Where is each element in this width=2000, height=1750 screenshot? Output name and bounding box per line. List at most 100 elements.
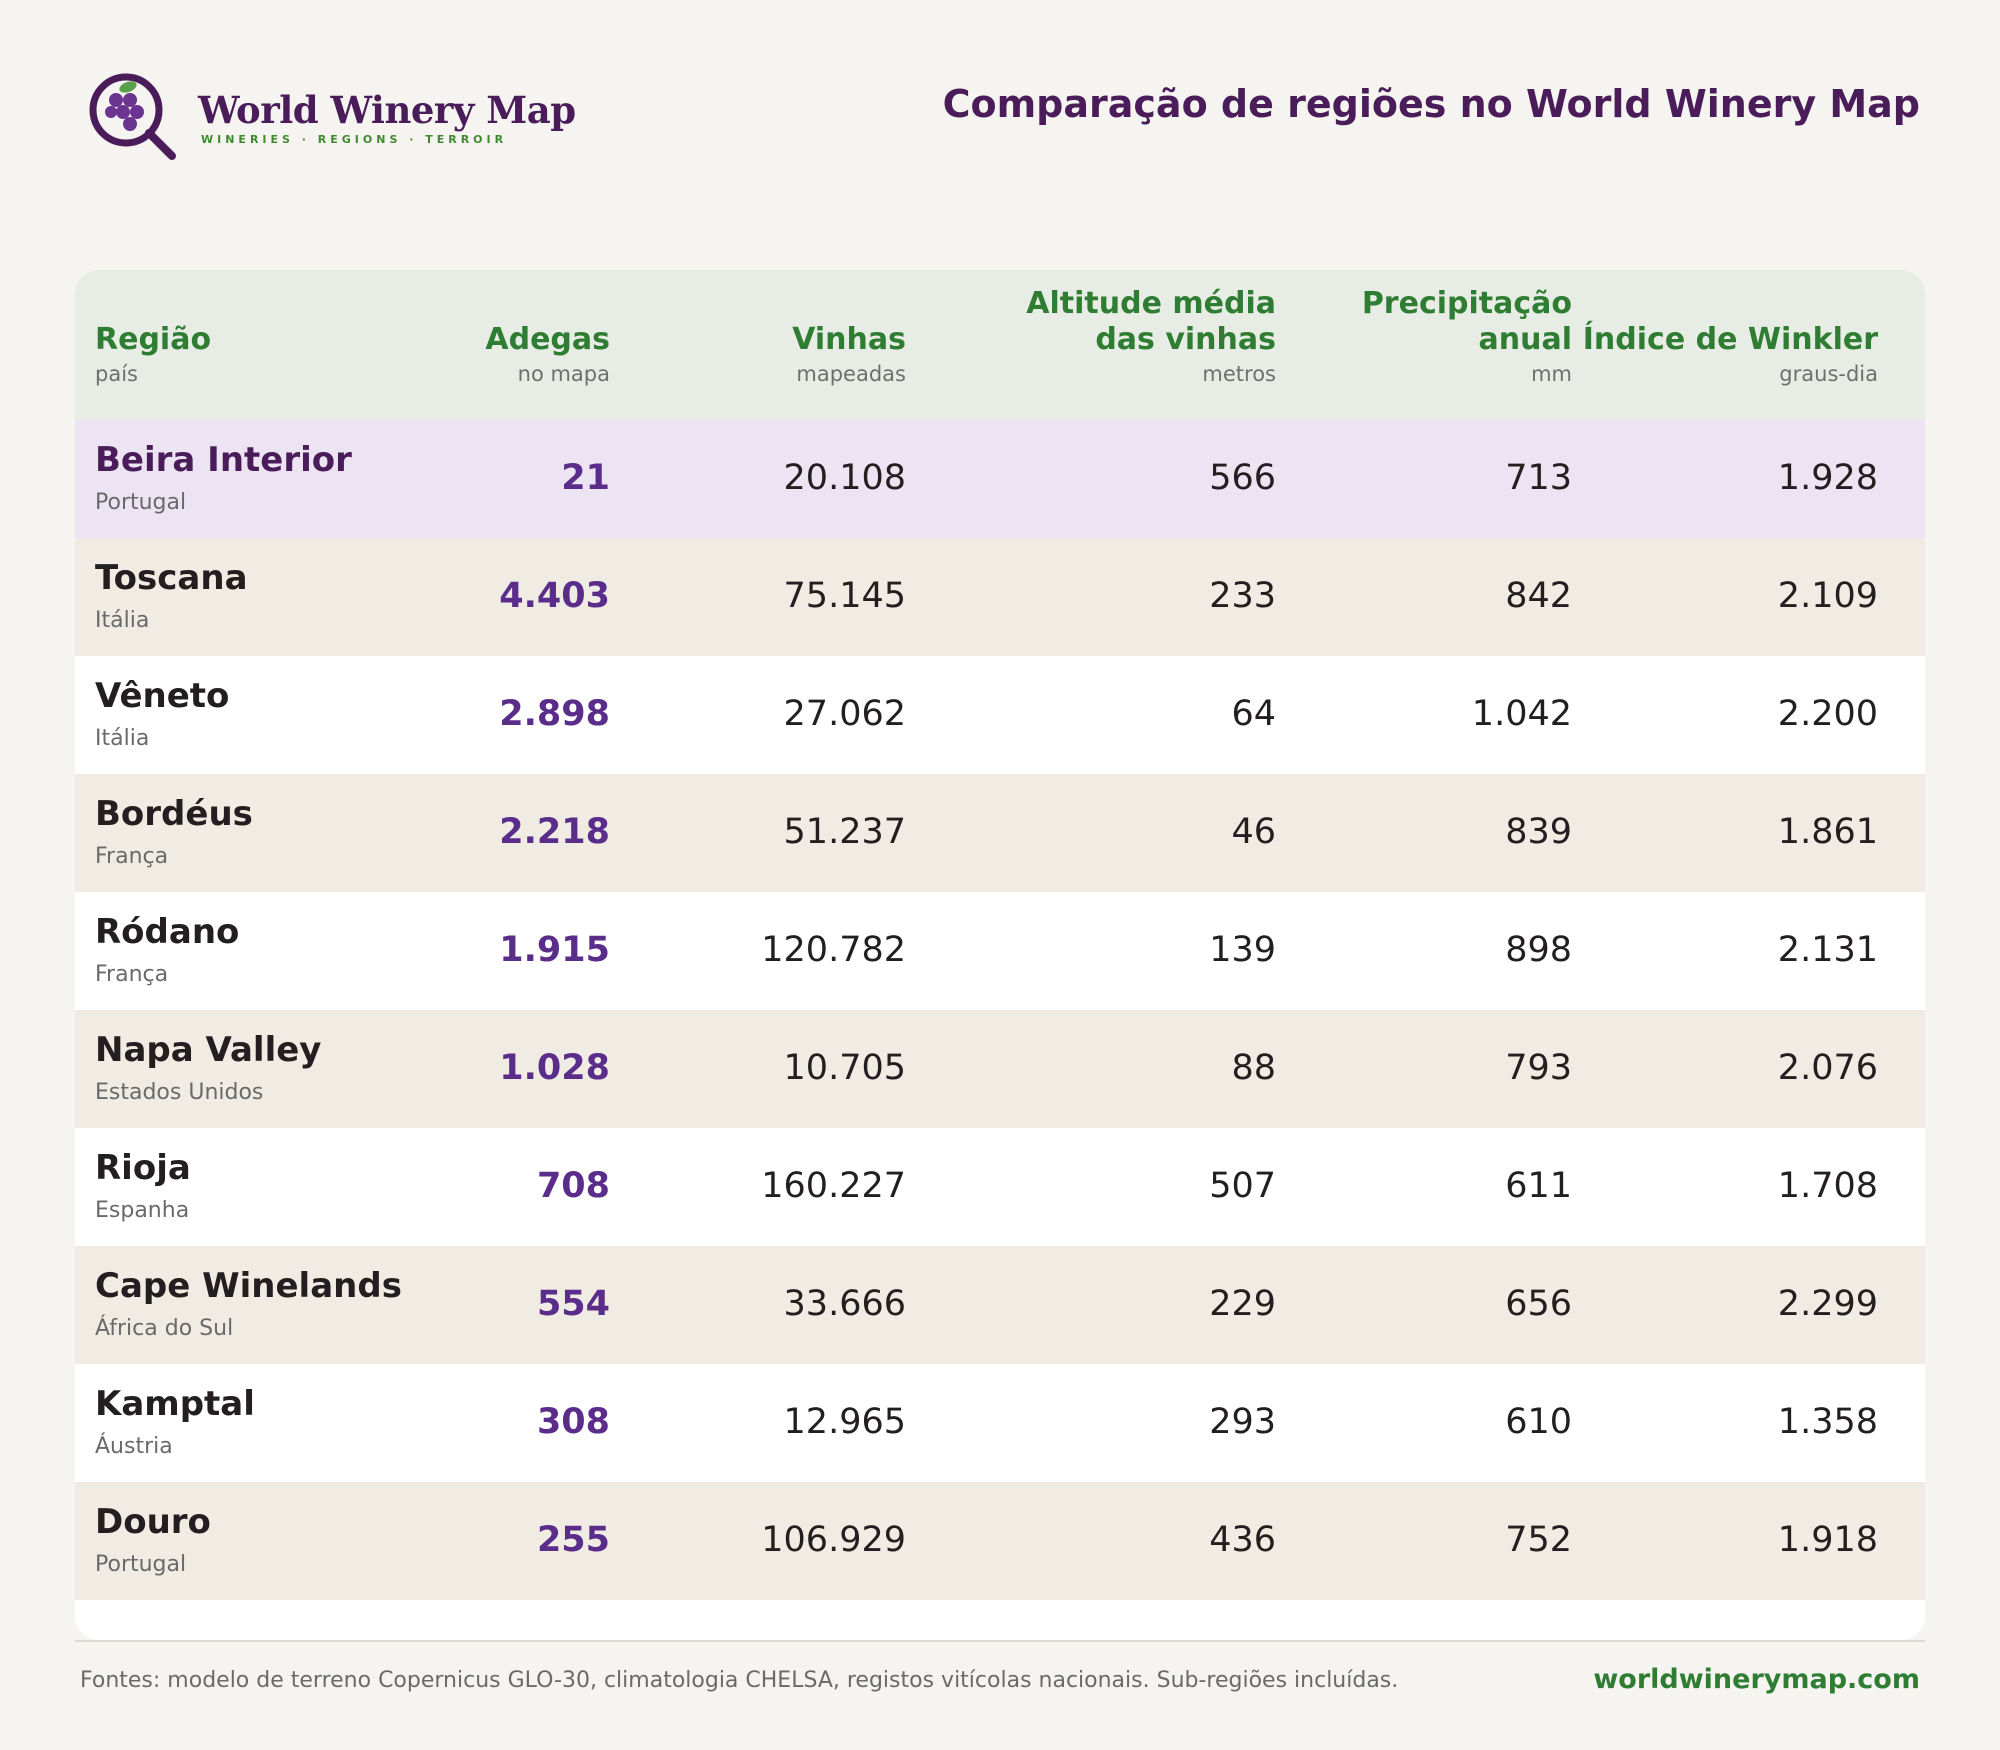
- region-name: Rioja: [95, 1148, 191, 1188]
- column-subtitle: graus-dia: [1779, 362, 1878, 386]
- wineries-count: 255: [536, 1520, 610, 1560]
- wineries-count: 2.218: [499, 812, 610, 852]
- region-name: Ródano: [95, 912, 240, 952]
- footer-website-link[interactable]: worldwinerymap.com: [1593, 1664, 1920, 1695]
- winkler-value: 2.076: [1777, 1048, 1878, 1088]
- wineries-count: 708: [536, 1166, 610, 1206]
- precipitation-value: 839: [1505, 812, 1572, 852]
- wineries-count: 1.028: [499, 1048, 610, 1088]
- table-row[interactable]: Kamptal Áustria 308 12.965 293 610 1.358: [75, 1364, 1925, 1482]
- column-title: Altitude média das vinhas: [906, 286, 1276, 358]
- winkler-value: 1.358: [1777, 1402, 1878, 1442]
- region-country: Portugal: [95, 490, 187, 515]
- page-title: Comparação de regiões no World Winery Ma…: [942, 82, 1920, 126]
- wineries-count: 1.915: [499, 930, 610, 970]
- region-name: Kamptal: [95, 1384, 255, 1424]
- table-row[interactable]: Ródano França 1.915 120.782 139 898 2.13…: [75, 892, 1925, 1010]
- precipitation-value: 842: [1505, 576, 1572, 616]
- region-name: Bordéus: [95, 794, 253, 834]
- precipitation-value: 898: [1505, 930, 1572, 970]
- column-header-wineries[interactable]: Adegas no mapa: [425, 270, 610, 420]
- altitude-value: 88: [1231, 1048, 1276, 1088]
- vineyards-count: 33.666: [783, 1284, 906, 1324]
- altitude-value: 507: [1209, 1166, 1276, 1206]
- wineries-count: 4.403: [499, 576, 610, 616]
- column-header-altitude[interactable]: Altitude média das vinhas metros: [906, 270, 1276, 420]
- region-country: Espanha: [95, 1198, 190, 1223]
- table-row[interactable]: Napa Valley Estados Unidos 1.028 10.705 …: [75, 1010, 1925, 1128]
- vineyards-count: 160.227: [761, 1166, 906, 1206]
- vineyards-count: 120.782: [761, 930, 906, 970]
- column-subtitle: país: [95, 362, 138, 386]
- region-country: Itália: [95, 608, 150, 633]
- winkler-value: 2.109: [1777, 576, 1878, 616]
- footer-sources: Fontes: modelo de terreno Copernicus GLO…: [80, 1668, 1399, 1693]
- wineries-count: 554: [536, 1284, 610, 1324]
- precipitation-value: 1.042: [1471, 694, 1572, 734]
- table-row[interactable]: Douro Portugal 255 106.929 436 752 1.918: [75, 1482, 1925, 1600]
- brand-tagline: WINERIES · REGIONS · TERROIR: [201, 133, 508, 146]
- region-name: Napa Valley: [95, 1030, 322, 1070]
- table-row[interactable]: Cape Winelands África do Sul 554 33.666 …: [75, 1246, 1925, 1364]
- altitude-value: 233: [1209, 576, 1276, 616]
- wineries-count: 308: [536, 1402, 610, 1442]
- precipitation-value: 656: [1505, 1284, 1572, 1324]
- column-subtitle: mapeadas: [796, 362, 906, 386]
- region-name: Toscana: [95, 558, 248, 598]
- column-header-vineyards[interactable]: Vinhas mapeadas: [610, 270, 906, 420]
- column-title: Índice de Winkler: [1582, 322, 1878, 357]
- table-row[interactable]: Toscana Itália 4.403 75.145 233 842 2.10…: [75, 538, 1925, 656]
- winkler-value: 1.861: [1777, 812, 1878, 852]
- region-country: Estados Unidos: [95, 1080, 264, 1105]
- region-country: França: [95, 962, 169, 987]
- column-header-winkler[interactable]: Índice de Winkler graus-dia: [1572, 270, 1878, 420]
- table-row-highlighted[interactable]: Beira Interior Portugal 21 20.108 566 71…: [75, 420, 1925, 538]
- precipitation-value: 713: [1505, 458, 1572, 498]
- region-name: Cape Winelands: [95, 1266, 402, 1306]
- column-title: Adegas: [485, 322, 610, 357]
- column-title: Vinhas: [792, 322, 906, 357]
- comparison-table: Região país Adegas no mapa Vinhas mapead…: [75, 270, 1925, 1640]
- precipitation-value: 611: [1505, 1166, 1572, 1206]
- altitude-value: 139: [1209, 930, 1276, 970]
- winkler-value: 2.131: [1777, 930, 1878, 970]
- winkler-value: 1.708: [1777, 1166, 1878, 1206]
- brand-name[interactable]: World Winery Map: [198, 88, 576, 132]
- altitude-value: 293: [1209, 1402, 1276, 1442]
- column-title-line1: Altitude média: [1026, 286, 1276, 321]
- column-header-region[interactable]: Região país: [95, 270, 425, 420]
- column-subtitle: mm: [1531, 362, 1572, 386]
- precipitation-value: 752: [1505, 1520, 1572, 1560]
- column-title-line2: anual: [1478, 322, 1573, 357]
- winkler-value: 1.928: [1777, 458, 1878, 498]
- precipitation-value: 610: [1505, 1402, 1572, 1442]
- region-country: Portugal: [95, 1552, 187, 1577]
- column-subtitle: no mapa: [517, 362, 610, 386]
- vineyards-count: 106.929: [761, 1520, 906, 1560]
- column-subtitle: metros: [1202, 362, 1276, 386]
- altitude-value: 46: [1231, 812, 1276, 852]
- table-row[interactable]: Rioja Espanha 708 160.227 507 611 1.708: [75, 1128, 1925, 1246]
- column-title: Precipitação anual: [1276, 286, 1572, 358]
- wineries-count: 2.898: [499, 694, 610, 734]
- table-header: Região país Adegas no mapa Vinhas mapead…: [75, 270, 1925, 420]
- magnifier-grapes-icon[interactable]: [86, 70, 182, 166]
- altitude-value: 566: [1209, 458, 1276, 498]
- vineyards-count: 75.145: [783, 576, 906, 616]
- precipitation-value: 793: [1505, 1048, 1572, 1088]
- region-name: Douro: [95, 1502, 211, 1542]
- column-title-line2: das vinhas: [1095, 322, 1276, 357]
- column-title-line1: Precipitação: [1361, 286, 1572, 321]
- region-name: Beira Interior: [95, 440, 352, 480]
- table-row[interactable]: Bordéus França 2.218 51.237 46 839 1.861: [75, 774, 1925, 892]
- page-header: World Winery Map WINERIES · REGIONS · TE…: [0, 0, 2000, 200]
- table-row[interactable]: Vêneto Itália 2.898 27.062 64 1.042 2.20…: [75, 656, 1925, 774]
- region-name: Vêneto: [95, 676, 230, 716]
- region-country: França: [95, 844, 169, 869]
- column-header-precipitation[interactable]: Precipitação anual mm: [1276, 270, 1572, 420]
- footer-divider: [75, 1640, 1925, 1642]
- wineries-count: 21: [561, 458, 610, 498]
- altitude-value: 64: [1231, 694, 1276, 734]
- winkler-value: 2.299: [1777, 1284, 1878, 1324]
- region-country: África do Sul: [95, 1316, 234, 1341]
